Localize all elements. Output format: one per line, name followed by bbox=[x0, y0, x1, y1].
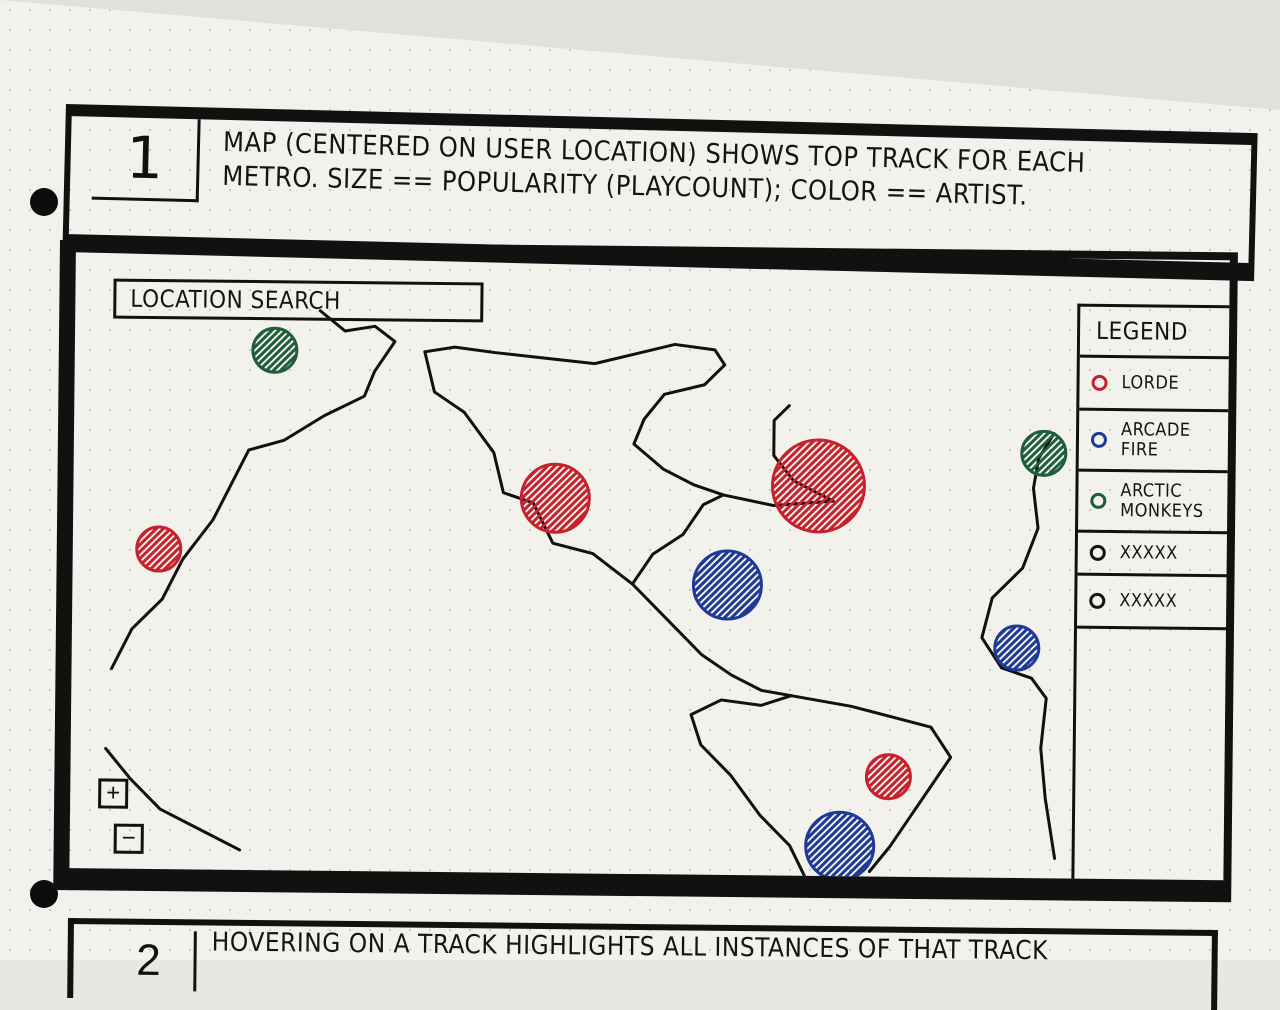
punch-hole bbox=[30, 880, 58, 908]
map-marker[interactable] bbox=[453, 462, 655, 534]
map-canvas[interactable] bbox=[69, 248, 1236, 890]
legend-label: ARCADE FIRE bbox=[1120, 419, 1191, 461]
legend-color-swatch bbox=[1091, 374, 1108, 391]
coastline-south-america-east bbox=[789, 694, 953, 874]
coastline-west bbox=[110, 309, 397, 671]
legend-item-arcade-fire[interactable]: ARCADE FIRE bbox=[1078, 410, 1235, 474]
next-step-header: 2 HOVERING ON A TRACK HIGHLIGHTS ALL INS… bbox=[67, 918, 1218, 1010]
legend-item-lorde[interactable]: LORDE bbox=[1079, 357, 1235, 413]
punch-hole bbox=[30, 188, 58, 216]
legend-color-swatch bbox=[1090, 431, 1108, 448]
map-marker[interactable] bbox=[93, 525, 221, 573]
location-search-input[interactable]: LOCATION SEARCH bbox=[113, 278, 484, 323]
map-panel[interactable]: LOCATION SEARCH + − LEGEND LORDE ARCADE … bbox=[53, 240, 1238, 903]
legend-item-arctic-monkeys[interactable]: ARCTIC MONKEYS bbox=[1077, 471, 1234, 535]
legend-title: LEGEND bbox=[1079, 306, 1236, 360]
legend-color-swatch bbox=[1090, 492, 1107, 509]
background-corner bbox=[0, 0, 1280, 110]
legend-color-swatch bbox=[1089, 592, 1106, 609]
next-step-number: 2 bbox=[103, 930, 197, 992]
next-step-description: HOVERING ON A TRACK HIGHLIGHTS ALL INSTA… bbox=[211, 927, 1049, 967]
coastline-south-america-west bbox=[689, 694, 806, 878]
legend-item-placeholder[interactable]: XXXXX bbox=[1077, 532, 1233, 578]
coastline-east bbox=[630, 493, 725, 586]
markers bbox=[93, 326, 1106, 882]
map-marker[interactable] bbox=[978, 429, 1106, 477]
legend-label: XXXXX bbox=[1119, 590, 1178, 612]
step-number: 1 bbox=[91, 116, 201, 203]
legend-item-placeholder[interactable]: XXXXX bbox=[1076, 575, 1233, 631]
step-description: MAP (CENTERED ON USER LOCATION) SHOWS TO… bbox=[222, 126, 1223, 218]
map-marker[interactable] bbox=[822, 753, 950, 801]
legend-panel: LEGEND LORDE ARCADE FIRE ARCTIC MONKEYS … bbox=[1071, 303, 1236, 886]
coastline-gulf bbox=[423, 350, 793, 698]
coastline-far-east bbox=[980, 431, 1057, 860]
legend-label: LORDE bbox=[1121, 372, 1180, 394]
zoom-out-button[interactable]: − bbox=[113, 823, 144, 854]
coastline-southwest bbox=[104, 747, 242, 852]
map-marker[interactable] bbox=[951, 624, 1079, 672]
legend-label: XXXXX bbox=[1119, 542, 1178, 564]
map-marker[interactable] bbox=[680, 438, 955, 534]
legend-label: ARCTIC MONKEYS bbox=[1120, 480, 1204, 522]
zoom-in-button[interactable]: + bbox=[98, 778, 129, 809]
map-marker[interactable] bbox=[209, 326, 337, 374]
coastlines bbox=[104, 309, 1057, 878]
legend-color-swatch bbox=[1089, 544, 1106, 561]
